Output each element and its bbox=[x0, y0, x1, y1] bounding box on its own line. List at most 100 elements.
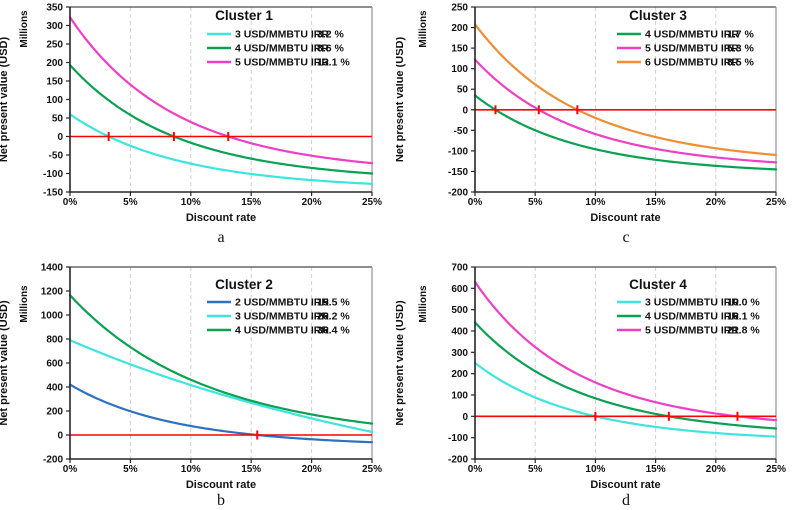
x-axis-title: Discount rate bbox=[186, 479, 256, 491]
x-tick-label: 20% bbox=[706, 197, 726, 208]
millions-label: Millions bbox=[418, 285, 429, 323]
x-tick-label: 25% bbox=[766, 197, 786, 208]
x-tick-label: 25% bbox=[362, 197, 382, 208]
y-tick-label: -200 bbox=[448, 188, 468, 199]
legend-irr-value: 21.8 % bbox=[727, 325, 760, 337]
chart-panel-c: 250 200 150 100 50 0 -50 -100 -150 -200 0% 5% 10% 15%… bbox=[396, 0, 792, 250]
legend-title: Cluster 1 bbox=[215, 8, 273, 23]
npv-curve-5usd bbox=[68, 16, 374, 165]
legend-label: 4 USD/MMBTU IRR bbox=[235, 325, 329, 337]
y-tick-label: 1400 bbox=[41, 263, 64, 274]
panel-letter: d bbox=[622, 492, 630, 509]
y-tick-label: 100 bbox=[451, 391, 468, 402]
npv-curve-3usd bbox=[68, 339, 374, 434]
x-tick-label: 15% bbox=[241, 197, 261, 208]
y-tick-label: 400 bbox=[46, 383, 63, 394]
x-tick-label: 20% bbox=[706, 464, 726, 475]
x-tick-label: 5% bbox=[123, 197, 138, 208]
legend-irr-value: 3.2 % bbox=[317, 29, 345, 41]
y-tick-label: 800 bbox=[46, 335, 63, 346]
x-tick-label: 0% bbox=[468, 197, 483, 208]
legend-irr-value: 8.6 % bbox=[317, 43, 345, 55]
y-tick-label: 150 bbox=[46, 77, 63, 88]
y-tick-label: 200 bbox=[451, 369, 468, 380]
x-tick-label: 5% bbox=[528, 197, 543, 208]
npv-curve-4usd bbox=[473, 94, 778, 171]
npv-curve-4usd bbox=[68, 63, 374, 175]
y-tick-label: 400 bbox=[451, 327, 468, 338]
x-axis-title: Discount rate bbox=[186, 212, 256, 224]
y-tick-label: 250 bbox=[46, 40, 63, 51]
y-tick-label: -200 bbox=[43, 455, 63, 466]
x-tick-label: 0% bbox=[63, 197, 78, 208]
y-tick-label: -100 bbox=[43, 169, 63, 180]
y-tick-label: 700 bbox=[451, 263, 468, 274]
y-tick-label: 50 bbox=[52, 114, 64, 125]
npv-curve-3usd bbox=[68, 113, 374, 185]
chart-panel-b: 1400 1200 1000 800 600 400 200 0 -200 0% 5% 10% 15% 2… bbox=[0, 250, 396, 510]
legend-title: Cluster 4 bbox=[629, 277, 687, 292]
chart-panel-d: 700 600 500 400 300 200 100 0 -100 -200 0% 5% 10% 15%… bbox=[396, 250, 792, 510]
x-tick-label: 25% bbox=[766, 464, 786, 475]
x-tick-label: 10% bbox=[181, 464, 201, 475]
legend-irr-value: 5.3 % bbox=[727, 43, 755, 55]
legend-label: 4 USD/MMBTU IRR bbox=[235, 43, 329, 55]
legend-label: 3 USD/MMBTU IRR bbox=[235, 29, 329, 41]
panel-letter: b bbox=[217, 492, 225, 509]
legend-title: Cluster 2 bbox=[215, 277, 273, 292]
legend-irr-value: 26.2 % bbox=[317, 311, 350, 323]
x-tick-label: 10% bbox=[585, 197, 605, 208]
legend-title: Cluster 3 bbox=[629, 8, 687, 23]
y-tick-label: -50 bbox=[454, 126, 469, 137]
y-tick-label: 200 bbox=[451, 23, 468, 34]
y-tick-label: -100 bbox=[448, 146, 468, 157]
y-tick-label: 600 bbox=[451, 284, 468, 295]
y-tick-label: 0 bbox=[57, 132, 63, 143]
x-tick-label: 15% bbox=[646, 464, 666, 475]
npv-curve-3usd bbox=[473, 361, 778, 438]
npv-curve-5usd bbox=[473, 58, 778, 164]
legend-irr-value: 15.5 % bbox=[317, 297, 350, 309]
millions-label: Millions bbox=[418, 10, 429, 48]
y-tick-label: 200 bbox=[46, 58, 63, 69]
y-tick-label: 0 bbox=[462, 412, 468, 423]
x-tick-label: 0% bbox=[63, 464, 78, 475]
panel-letter: a bbox=[217, 229, 224, 246]
legend-label: 3 USD/MMBTU IRR bbox=[645, 297, 739, 309]
y-tick-label: 1000 bbox=[41, 311, 64, 322]
y-tick-label: 0 bbox=[462, 105, 468, 116]
x-axis-title: Discount rate bbox=[590, 212, 660, 224]
npv-curve-6usd bbox=[473, 23, 778, 157]
x-tick-label: 20% bbox=[302, 197, 322, 208]
legend-label: 6 USD/MMBTU IRR bbox=[645, 57, 739, 69]
legend-irr-value: 16.1 % bbox=[727, 311, 760, 323]
y-tick-label: 50 bbox=[457, 85, 469, 96]
y-tick-label: 1200 bbox=[41, 287, 64, 298]
y-tick-label: -50 bbox=[49, 151, 64, 162]
chart-panel-a: 350 300 250 200 150 100 50 0 -50 -100 -150 0% 5% 10% 1… bbox=[0, 0, 396, 250]
y-tick-label: 300 bbox=[46, 21, 63, 32]
y-tick-label: 250 bbox=[451, 3, 468, 14]
x-tick-label: 10% bbox=[181, 197, 201, 208]
x-axis-title: Discount rate bbox=[590, 479, 660, 491]
x-tick-label: 20% bbox=[302, 464, 322, 475]
legend-label: 5 USD/MMBTU IRR bbox=[645, 325, 739, 337]
legend-irr-value: 8.5 % bbox=[727, 57, 755, 69]
millions-label: Millions bbox=[19, 10, 30, 48]
x-tick-label: 15% bbox=[241, 464, 261, 475]
legend-label: 2 USD/MMBTU IRR bbox=[235, 297, 329, 309]
y-tick-label: -200 bbox=[448, 455, 468, 466]
legend-irr-value: 36.4 % bbox=[317, 325, 350, 337]
x-tick-label: 5% bbox=[123, 464, 138, 475]
y-axis-title: Net present value (USD) bbox=[0, 300, 10, 426]
x-tick-label: 5% bbox=[528, 464, 543, 475]
x-tick-label: 0% bbox=[468, 464, 483, 475]
legend-label: 4 USD/MMBTU IRR bbox=[645, 311, 739, 323]
y-axis-title: Net present value (USD) bbox=[396, 37, 406, 163]
x-tick-label: 15% bbox=[646, 197, 666, 208]
